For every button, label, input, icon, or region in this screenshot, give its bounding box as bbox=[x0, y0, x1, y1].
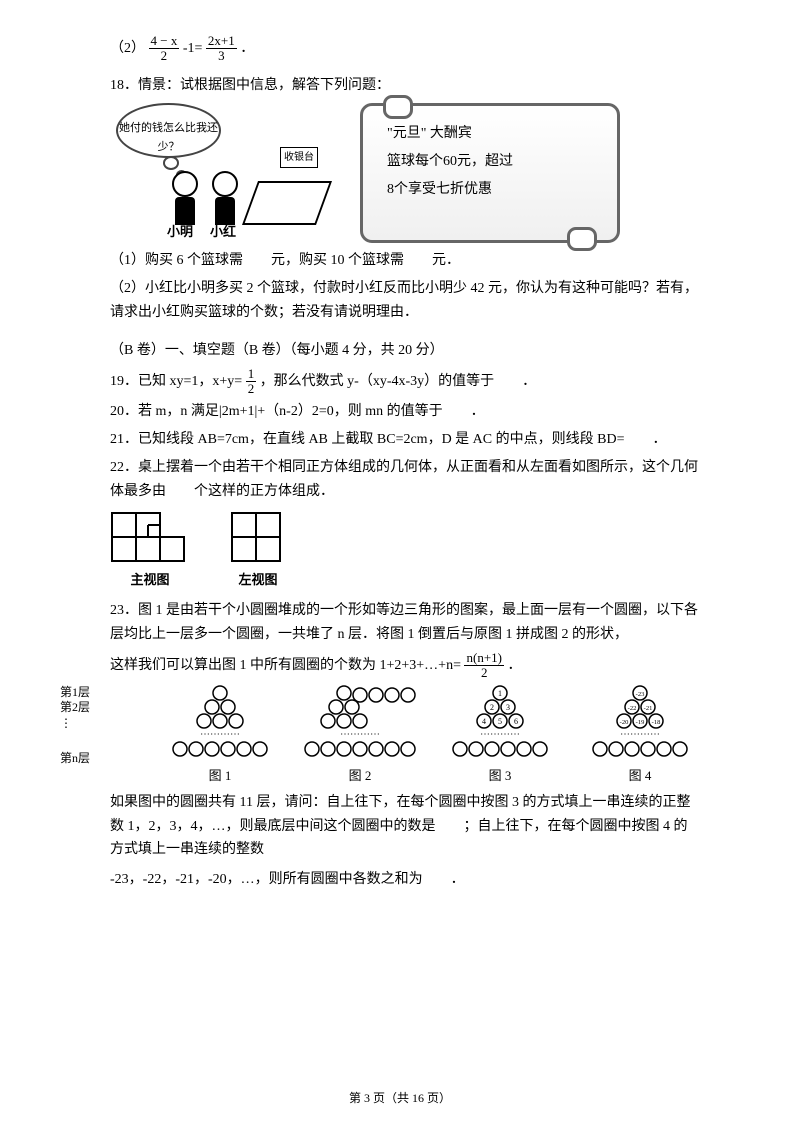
layer1-label: 第1层 bbox=[60, 685, 90, 701]
q21: 21．已知线段 AB=7cm，在直线 AB 上截取 BC=2cm，D 是 AC … bbox=[110, 428, 700, 452]
figure-1-caption: 图 1 bbox=[160, 765, 280, 787]
section-b-header: （B 卷）一、填空题（B 卷）（每小题 4 分，共 20 分） bbox=[110, 339, 700, 363]
footer-mid: 页（共 bbox=[370, 1091, 412, 1105]
q23-p2-prefix: 这样我们可以算出图 1 中所有圆圈的个数为 1+2+3+…+n= bbox=[110, 658, 461, 673]
q18-prompt: 18．情景：试根据图中信息，解答下列问题： bbox=[110, 74, 700, 98]
frac-2xplus1-over-3: 2x+1 3 bbox=[206, 34, 237, 64]
page: （2） 4 − x 2 -1= 2x+1 3 ． 18．情景：试根据图中信息，解… bbox=[0, 0, 800, 1132]
svg-text:-19: -19 bbox=[636, 719, 645, 726]
cashier-desk: 收银台 bbox=[250, 165, 320, 225]
layer-labels: 第1层 第2层 ⋮ 第n层 bbox=[60, 685, 90, 767]
svg-text:-21: -21 bbox=[644, 705, 653, 712]
figure-2: ⋯⋯⋯⋯ 图 2 bbox=[300, 685, 420, 787]
q17-part2: （2） 4 − x 2 -1= 2x+1 3 ． bbox=[110, 34, 700, 64]
q22: 22．桌上摆着一个由若干个相同正方体组成的几何体，从正面看和从左面看如图所示，这… bbox=[110, 456, 700, 504]
left-view: 左视图 bbox=[230, 511, 286, 591]
banner-line1: "元旦" 大酬宾 bbox=[387, 120, 593, 148]
q18-people-scene: 她付的钱怎么比我还少？ 收银台 小明 小红 bbox=[110, 103, 340, 243]
left-view-label: 左视图 bbox=[230, 569, 286, 591]
figure-2-caption: 图 2 bbox=[300, 765, 420, 787]
svg-text:⋯⋯⋯⋯: ⋯⋯⋯⋯ bbox=[200, 729, 240, 740]
figure-3: 1 2 3 4 5 6 ⋯⋯⋯⋯ 图 3 bbox=[440, 685, 560, 787]
svg-text:1: 1 bbox=[498, 689, 502, 698]
svg-text:-23: -23 bbox=[636, 691, 645, 698]
footer-post: 页） bbox=[424, 1091, 451, 1105]
footer-pre: 第 bbox=[349, 1091, 364, 1105]
layerdots: ⋮ bbox=[60, 716, 90, 732]
q18-sub1: （1）购买 6 个篮球需 元，购买 10 个篮球需 元． bbox=[110, 249, 700, 273]
frac-nn1-over-2: n(n+1) 2 bbox=[464, 651, 504, 681]
svg-text:⋯⋯⋯⋯: ⋯⋯⋯⋯ bbox=[480, 729, 520, 740]
figure-4-icon: -23 -22 -21 -20 -19 -18 ⋯⋯⋯⋯ bbox=[585, 685, 695, 763]
svg-text:6: 6 bbox=[514, 717, 518, 726]
three-views: 主视图 左视图 bbox=[110, 511, 700, 591]
q17-minus1: -1= bbox=[183, 41, 206, 56]
label-xiaoming: 小明 bbox=[167, 221, 193, 243]
footer-total: 16 bbox=[412, 1091, 424, 1105]
layern-label: 第n层 bbox=[60, 751, 90, 767]
main-view: 主视图 bbox=[110, 511, 190, 591]
q23-p3: 如果图中的圆圈共有 11 层，请问：自上往下，在每个圆圈中按图 3 的方式填上一… bbox=[110, 791, 700, 862]
q23-p4: -23，-22，-21，-20，…，则所有圆圈中各数之和为 ． bbox=[110, 868, 700, 892]
q17-label: （2） bbox=[110, 41, 145, 56]
main-view-label: 主视图 bbox=[110, 569, 190, 591]
figure-3-icon: 1 2 3 4 5 6 ⋯⋯⋯⋯ bbox=[445, 685, 555, 763]
figure-1: ⋯⋯⋯⋯ 图 1 bbox=[160, 685, 280, 787]
svg-text:3: 3 bbox=[506, 703, 510, 712]
figure-4-caption: 图 4 bbox=[580, 765, 700, 787]
q19-prefix: 19．已知 xy=1，x+y= bbox=[110, 374, 242, 389]
q23-p2: 这样我们可以算出图 1 中所有圆圈的个数为 1+2+3+…+n= n(n+1) … bbox=[110, 651, 700, 681]
q23-p2-suffix: ． bbox=[507, 658, 521, 673]
q18-illustration: 她付的钱怎么比我还少？ 收银台 小明 小红 "元旦" 大酬宾 篮球每个60元，超… bbox=[110, 103, 700, 243]
main-view-icon bbox=[110, 511, 190, 565]
q19-suffix: ，那么代数式 y-（xy-4x-3y）的值等于 ． bbox=[260, 374, 537, 389]
circle-figures: 第1层 第2层 ⋮ 第n层 ⋯⋯⋯⋯ 图 1 bbox=[110, 685, 700, 787]
svg-text:5: 5 bbox=[498, 717, 502, 726]
svg-text:2: 2 bbox=[490, 703, 494, 712]
left-view-icon bbox=[230, 511, 286, 565]
cashier-sign: 收银台 bbox=[280, 147, 318, 168]
q19: 19．已知 xy=1，x+y= 1 2 ，那么代数式 y-（xy-4x-3y）的… bbox=[110, 367, 700, 397]
person-xiaohong bbox=[210, 171, 240, 225]
svg-text:-18: -18 bbox=[652, 719, 661, 726]
label-xiaohong: 小红 bbox=[210, 221, 236, 243]
svg-text:⋯⋯⋯⋯: ⋯⋯⋯⋯ bbox=[620, 729, 660, 740]
page-footer: 第 3 页（共 16 页） bbox=[0, 1088, 800, 1108]
frac-4minusx-over-2: 4 − x 2 bbox=[149, 34, 180, 64]
person-xiaoming bbox=[170, 171, 200, 225]
figure-2-icon: ⋯⋯⋯⋯ bbox=[300, 685, 420, 763]
q18-sub2: （2）小红比小明多买 2 个篮球，付款时小红反而比小明少 42 元，你认为有这种… bbox=[110, 277, 700, 325]
layer2-label: 第2层 bbox=[60, 700, 90, 716]
thought-bubble: 她付的钱怎么比我还少？ bbox=[116, 103, 221, 158]
frac-1over2: 1 2 bbox=[246, 367, 257, 397]
svg-text:⋯⋯⋯⋯: ⋯⋯⋯⋯ bbox=[340, 729, 380, 740]
svg-text:4: 4 bbox=[482, 717, 486, 726]
figure-4: -23 -22 -21 -20 -19 -18 ⋯⋯⋯⋯ 图 4 bbox=[580, 685, 700, 787]
q17-period: ． bbox=[240, 41, 254, 56]
figure-3-caption: 图 3 bbox=[440, 765, 560, 787]
q23-p1: 23．图 1 是由若干个小圆圈堆成的一个形如等边三角形的图案，最上面一层有一个圆… bbox=[110, 599, 700, 647]
svg-text:-22: -22 bbox=[628, 705, 637, 712]
promo-banner: "元旦" 大酬宾 篮球每个60元，超过 8个享受七折优惠 bbox=[360, 103, 620, 243]
svg-text:-20: -20 bbox=[620, 719, 629, 726]
banner-line2: 篮球每个60元，超过 bbox=[387, 148, 593, 176]
banner-line3: 8个享受七折优惠 bbox=[387, 176, 593, 204]
q20: 20．若 m，n 满足|2m+1|+（n-2）2=0，则 mn 的值等于 ． bbox=[110, 400, 700, 424]
figure-1-icon: ⋯⋯⋯⋯ bbox=[165, 685, 275, 763]
